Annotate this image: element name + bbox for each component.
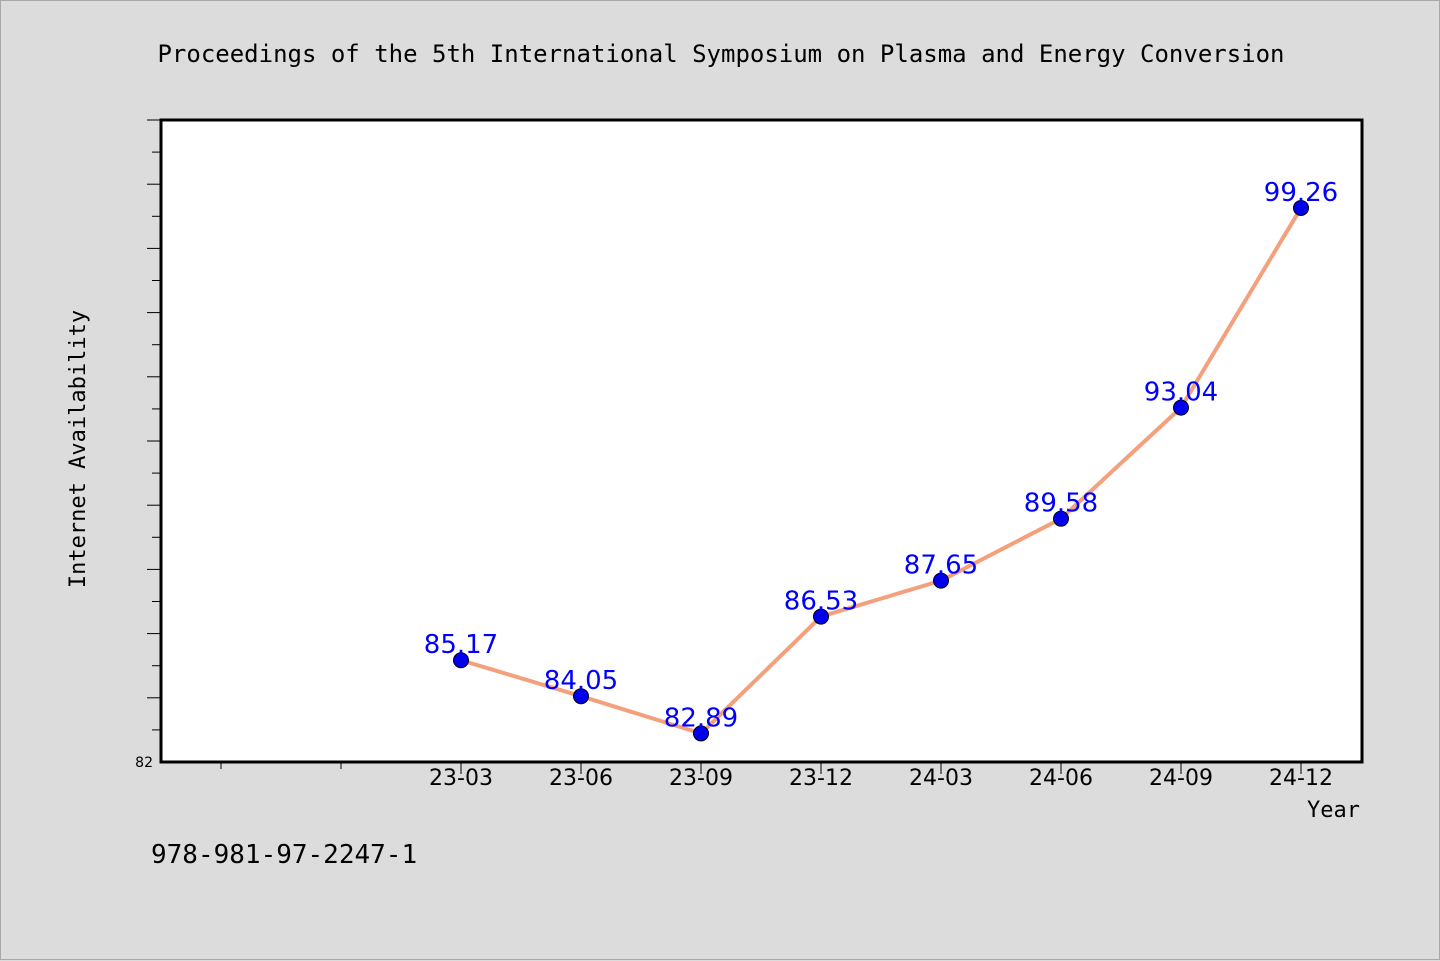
x-tick-label: 23-03 [429, 766, 493, 791]
x-tick-label: 24-12 [1269, 766, 1333, 791]
x-tick-label: 23-12 [789, 766, 853, 791]
series-line-group [459, 205, 1303, 736]
data-labels: 85.17 84.05 82.89 86.53 87.65 89.58 93.04 99.26 [424, 178, 1338, 733]
footer-isbn: 978-981-97-2247-1 [151, 840, 417, 870]
data-point [813, 608, 829, 625]
data-point [573, 688, 589, 705]
data-point [1293, 199, 1309, 216]
plot-area [159, 118, 1364, 764]
data-point [453, 652, 469, 669]
y-axis-label: Internet Availability [66, 310, 91, 588]
data-label: 87.65 [904, 551, 978, 581]
data-label: 89.58 [1024, 489, 1098, 519]
series-line [459, 205, 1303, 736]
y-axis-ticks [147, 119, 161, 731]
data-point [1173, 399, 1189, 416]
x-tick-label: 24-09 [1149, 766, 1213, 791]
x-tick-label: 24-03 [909, 766, 973, 791]
x-tick-label: 23-06 [549, 766, 613, 791]
chart-title: Proceedings of the 5th International Sym… [157, 40, 1284, 68]
x-axis-ticks [220, 762, 1302, 774]
data-label: 86.53 [784, 587, 858, 617]
y-tick-label: 82 [135, 755, 153, 771]
data-label: 99.26 [1264, 178, 1338, 208]
data-label: 85.17 [424, 630, 498, 660]
series-markers [453, 199, 1309, 742]
data-point [693, 725, 709, 742]
data-label: 93.04 [1144, 378, 1218, 408]
data-label: 84.05 [544, 666, 618, 696]
x-tick-label: 24-06 [1029, 766, 1093, 791]
data-label: 82.89 [664, 703, 738, 733]
x-tick-labels: 23-03 23-06 23-09 23-12 24-03 24-06 24-09 24-12 [429, 766, 1333, 791]
x-axis-label: Year [1307, 798, 1360, 823]
x-tick-label: 23-09 [669, 766, 733, 791]
data-point [1053, 510, 1069, 527]
data-point [933, 572, 949, 589]
